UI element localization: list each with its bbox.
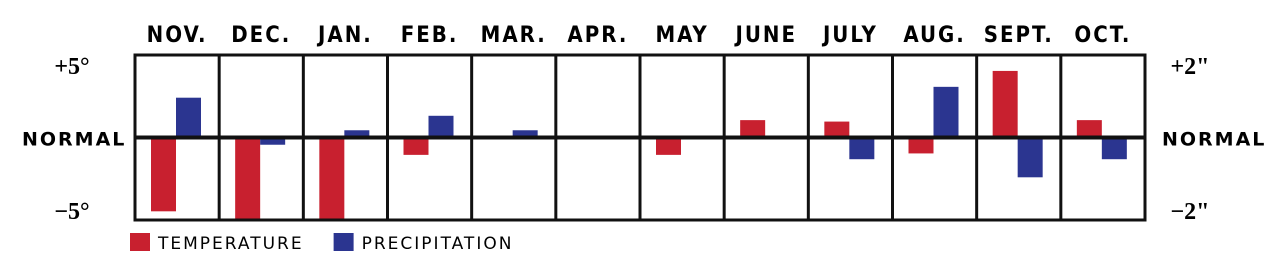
y-tick-label: NORMAL xyxy=(22,129,126,151)
bar xyxy=(656,137,681,155)
bar xyxy=(1076,120,1102,138)
y2-tick-label: +2" xyxy=(1171,54,1210,80)
y-tick-label: +5° xyxy=(54,54,89,80)
month-label: AUG. xyxy=(903,23,965,48)
month-label: MAY xyxy=(655,23,708,48)
bar xyxy=(740,120,766,138)
bar xyxy=(344,130,370,138)
legend-label: TEMPERATURE xyxy=(157,234,304,254)
bar xyxy=(992,70,1018,138)
bar xyxy=(1101,137,1127,160)
legend-swatch xyxy=(333,233,354,251)
bar xyxy=(908,137,934,154)
bar xyxy=(319,137,345,220)
month-label: JUNE xyxy=(733,23,797,48)
y-tick-label: −5° xyxy=(54,199,89,225)
legend-swatch xyxy=(130,233,150,251)
month-label: SEPT. xyxy=(984,23,1054,48)
bar xyxy=(849,137,875,160)
month-label: JAN. xyxy=(316,23,373,48)
bar xyxy=(151,137,176,212)
bar xyxy=(235,137,261,220)
y2-tick-label: NORMAL xyxy=(1162,129,1266,151)
bar xyxy=(403,137,429,155)
bar xyxy=(428,115,454,138)
bar xyxy=(933,86,959,138)
bar xyxy=(824,121,850,138)
bar xyxy=(1017,137,1043,178)
y2-tick-label: −2" xyxy=(1171,199,1210,225)
month-label: APR. xyxy=(567,23,628,48)
month-label: DEC. xyxy=(231,23,291,48)
legend-label: PRECIPITATION xyxy=(362,234,514,254)
month-label: MAR. xyxy=(481,23,547,48)
month-label: JULY xyxy=(821,23,878,48)
month-label: NOV. xyxy=(147,23,208,48)
bar xyxy=(260,137,286,145)
bar xyxy=(176,97,201,138)
month-label: FEB. xyxy=(401,23,459,48)
plot-bars xyxy=(151,70,1127,220)
month-label: OCT. xyxy=(1074,23,1131,48)
bar xyxy=(512,130,538,138)
